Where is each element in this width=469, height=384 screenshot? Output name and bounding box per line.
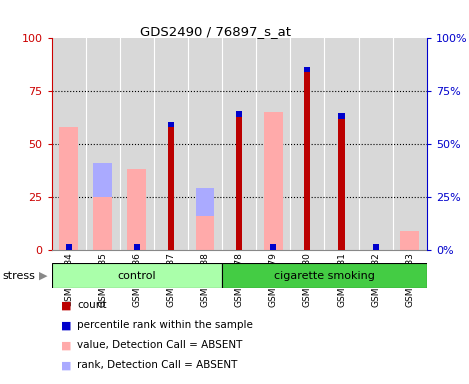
Bar: [372, 244, 378, 250]
Bar: [339, 113, 345, 119]
Bar: [66, 244, 72, 250]
Bar: [196, 216, 214, 250]
Bar: [304, 67, 310, 72]
Text: stress: stress: [2, 271, 35, 281]
Text: control: control: [118, 270, 156, 281]
Bar: [222, 263, 427, 288]
Bar: [264, 113, 283, 250]
Bar: [52, 263, 222, 288]
Bar: [93, 163, 112, 197]
Bar: [196, 189, 214, 216]
Text: percentile rank within the sample: percentile rank within the sample: [77, 320, 253, 330]
Text: GDS2490 / 76897_s_at: GDS2490 / 76897_s_at: [140, 25, 291, 38]
Text: ▶: ▶: [39, 271, 48, 281]
Bar: [59, 127, 78, 250]
Bar: [270, 244, 276, 250]
Text: value, Detection Call = ABSENT: value, Detection Call = ABSENT: [77, 340, 243, 350]
Text: ■: ■: [61, 300, 71, 310]
Bar: [168, 127, 174, 250]
Bar: [236, 111, 242, 117]
Text: rank, Detection Call = ABSENT: rank, Detection Call = ABSENT: [77, 360, 238, 370]
Bar: [128, 169, 146, 250]
Bar: [168, 122, 174, 127]
Text: ■: ■: [61, 360, 71, 370]
Text: ■: ■: [61, 340, 71, 350]
Bar: [236, 117, 242, 250]
Text: ■: ■: [61, 320, 71, 330]
Bar: [304, 72, 310, 250]
Bar: [134, 244, 140, 250]
Bar: [339, 119, 345, 250]
Bar: [401, 230, 419, 250]
Text: cigarette smoking: cigarette smoking: [274, 270, 375, 281]
Text: count: count: [77, 300, 107, 310]
Bar: [93, 197, 112, 250]
